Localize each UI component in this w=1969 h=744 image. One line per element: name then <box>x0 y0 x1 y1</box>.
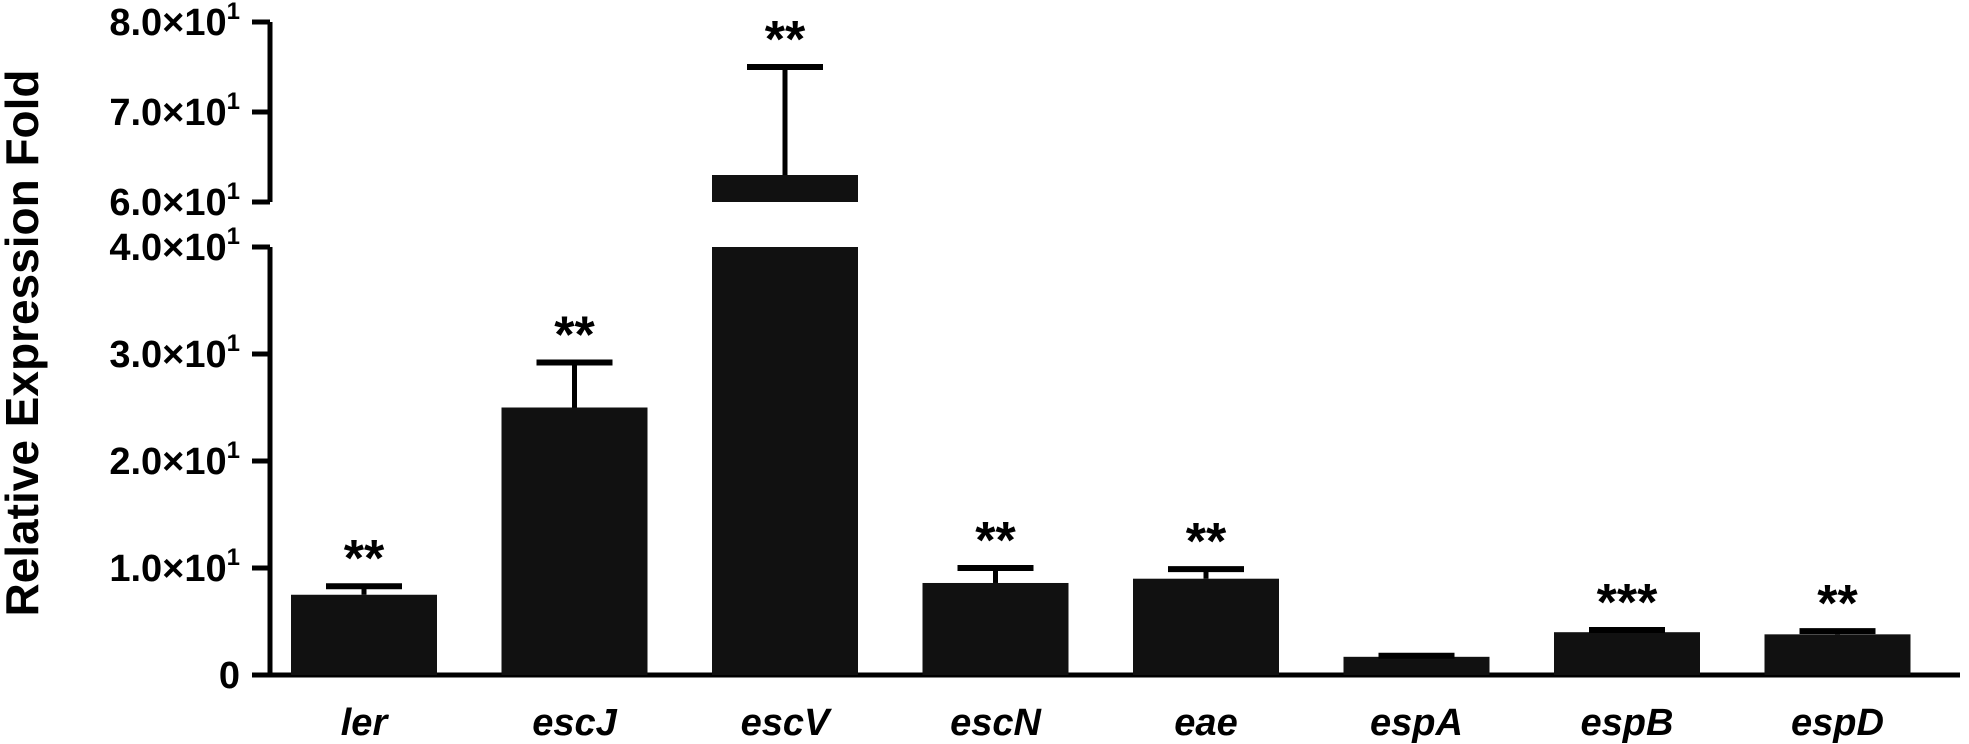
bar <box>1133 578 1279 675</box>
significance-marker: ** <box>344 530 385 588</box>
x-tick-label: espD <box>1791 702 1884 744</box>
y-tick-label: 7.0×101 <box>109 88 240 134</box>
x-tick-label: escV <box>741 702 832 744</box>
y-tick-label: 6.0×101 <box>109 178 240 224</box>
bar <box>291 594 437 675</box>
x-tick-label: escJ <box>532 702 617 744</box>
significance-markers: ******** ***** ** <box>344 11 1859 633</box>
x-tick-label: ler <box>341 702 390 744</box>
significance-marker: ** <box>1186 513 1227 571</box>
bar <box>712 247 858 675</box>
significance-marker: ** <box>765 11 806 69</box>
x-tick-label: eae <box>1174 702 1237 744</box>
significance-marker: ** <box>975 512 1016 570</box>
bars <box>291 175 1911 675</box>
bar <box>1554 632 1700 675</box>
x-tick-labels: ler escJ escV escN eae espA espB espD <box>341 702 1884 744</box>
bar <box>1343 656 1490 675</box>
bar-upper <box>712 175 858 202</box>
bar <box>501 407 648 675</box>
y-tick-label: 2.0×101 <box>109 437 240 483</box>
bar <box>1764 634 1911 675</box>
error-bars <box>326 64 1876 659</box>
y-tick-label: 4.0×101 <box>109 223 240 269</box>
x-tick-label: espA <box>1370 702 1463 744</box>
significance-marker: ** <box>554 307 595 365</box>
x-tick-label: escN <box>950 702 1042 744</box>
y-tick-label: 0 <box>219 655 240 697</box>
y-tick-label: 3.0×101 <box>109 330 240 376</box>
significance-marker: *** <box>1597 574 1658 632</box>
y-tick-label: 8.0×101 <box>109 0 240 44</box>
bar <box>922 582 1069 675</box>
significance-marker: ** <box>1817 575 1858 633</box>
y-axis-label-group: Relative Expression Fold <box>0 69 48 616</box>
x-tick-label: espB <box>1581 702 1674 744</box>
y-axis-label: Relative Expression Fold <box>0 69 48 616</box>
y-tick-label: 1.0×101 <box>109 544 240 590</box>
